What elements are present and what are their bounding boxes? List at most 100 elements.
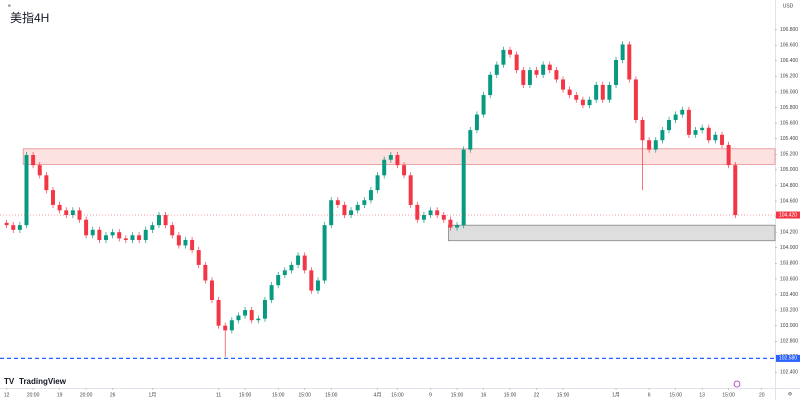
y-tick-label: 103.000	[780, 323, 798, 329]
x-tick-label: 9	[429, 392, 432, 398]
candle-body	[209, 280, 214, 300]
candle-body	[653, 140, 658, 150]
x-tick-label: 11	[216, 392, 221, 398]
menu-icon[interactable]: ≡	[8, 3, 11, 9]
candle-body	[44, 175, 49, 191]
candle-body	[203, 264, 208, 281]
y-tick-label: 103.400	[780, 292, 798, 298]
y-tick-label: 104.200	[780, 230, 798, 236]
y-tick-label: 103.200	[780, 307, 798, 313]
candle-body	[110, 232, 115, 236]
candle-body	[282, 270, 287, 276]
candle-body	[375, 175, 380, 191]
candle-body	[64, 210, 69, 216]
candle-body	[700, 127, 705, 131]
candle-body	[70, 210, 75, 216]
candle-body	[706, 127, 711, 141]
candle-body	[309, 270, 314, 291]
candle-body	[57, 204, 62, 211]
candle-body	[236, 315, 241, 321]
candle-body	[561, 79, 566, 90]
candle-body	[474, 114, 479, 131]
x-tick-label: 16	[481, 392, 487, 398]
y-tick-label: 106.400	[780, 58, 798, 64]
svg-text:TV: TV	[4, 377, 15, 386]
y-tick-label: 105.800	[780, 105, 798, 111]
candle-body	[647, 140, 652, 150]
candle-body	[249, 310, 254, 321]
x-tick-label: 26	[110, 392, 116, 398]
candle-body	[196, 250, 201, 265]
candle-body	[256, 318, 261, 321]
x-tick-label: 13	[699, 392, 705, 398]
candle-body	[461, 149, 466, 226]
x-tick-label: 20:00	[27, 392, 40, 398]
candle-body	[296, 255, 301, 265]
candle-body	[24, 155, 29, 226]
candle-body	[554, 70, 559, 80]
y-tick-label: 103.600	[780, 276, 798, 282]
candle-body	[137, 235, 142, 240]
candle-body	[693, 130, 698, 135]
candle-body	[640, 119, 645, 141]
price-label-box	[776, 354, 800, 362]
candle-body	[567, 89, 572, 96]
y-tick-label: 102.400	[780, 370, 798, 376]
candle-body	[541, 64, 546, 75]
candle-body	[633, 79, 638, 120]
candle-body	[501, 49, 506, 65]
candle-body	[123, 238, 128, 240]
settings-icon[interactable]: ⚙	[788, 391, 793, 397]
candle-body	[673, 114, 678, 120]
candle-body	[335, 200, 340, 205]
candle-body	[31, 155, 36, 166]
brand-logo: TV TradingView	[4, 377, 67, 386]
event-icon[interactable]	[733, 380, 741, 388]
last-price-box	[776, 211, 800, 219]
candle-body	[262, 299, 267, 319]
y-tick-label: 105.200	[780, 152, 798, 158]
candle-body	[627, 44, 632, 80]
candle-body	[428, 210, 433, 216]
y-tick-label: 106.000	[780, 89, 798, 95]
candle-body	[547, 64, 552, 71]
y-tick-label: 106.600	[780, 43, 798, 49]
y-tick-label: 105.600	[780, 120, 798, 126]
candle-body	[421, 215, 426, 220]
candle-body	[620, 44, 625, 60]
candle-body	[77, 210, 82, 220]
x-tick-label: 20:00	[80, 392, 93, 398]
candle-body	[143, 229, 148, 240]
candle-body	[190, 239, 195, 251]
candle-body	[51, 190, 55, 205]
x-tick-label: 15:00	[669, 392, 682, 398]
x-tick-label: 15:00	[557, 392, 570, 398]
y-tick-label: 103.800	[780, 261, 798, 267]
candle-body	[713, 134, 718, 141]
candle-body	[600, 84, 605, 100]
y-tick-label: 106.800	[780, 27, 798, 33]
chart-title: 美指4H	[10, 10, 49, 25]
candle-body	[488, 74, 493, 96]
x-tick-label: 12	[4, 392, 10, 398]
x-tick-label: 1月	[148, 392, 156, 398]
price-label: 102.580	[779, 356, 797, 362]
candle-body	[527, 70, 532, 85]
candle-body	[4, 222, 9, 226]
candle-body	[289, 264, 294, 271]
candle-body	[448, 219, 453, 228]
candle-body	[170, 225, 175, 236]
candle-body	[587, 99, 592, 106]
candle-body	[614, 59, 619, 85]
candle-body	[574, 95, 579, 100]
x-tick-label: 15:00	[722, 392, 735, 398]
candle-body	[117, 232, 122, 239]
x-tick-label: 15:00	[325, 392, 338, 398]
x-tick-label: 19	[57, 392, 63, 398]
candle-body	[521, 70, 526, 85]
candle-body	[508, 49, 513, 55]
candle-body	[302, 255, 307, 271]
candle-body	[243, 310, 248, 316]
